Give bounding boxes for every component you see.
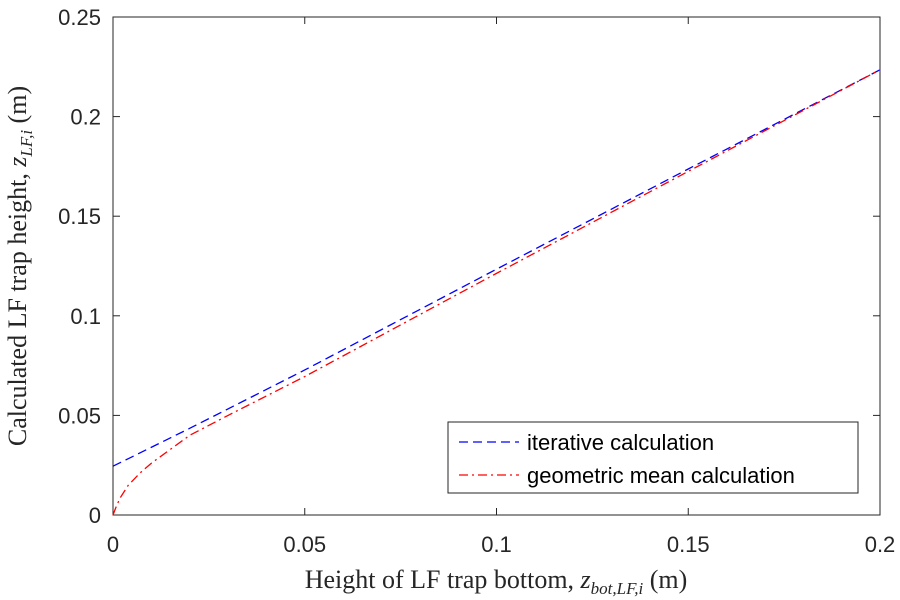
legend-label-iterative: iterative calculation xyxy=(527,430,714,455)
x-tick-label: 0.1 xyxy=(481,532,512,557)
x-axis-label-symbol: z xyxy=(580,565,591,594)
y-tick-label: 0 xyxy=(89,503,101,528)
y-axis-label: Calculated LF trap height, zLF,i (m) xyxy=(3,86,36,446)
y-axis-label-prefix: Calculated LF trap height, xyxy=(3,167,32,446)
x-axis-label-subscript: bot,LF,i xyxy=(591,579,644,598)
x-tick-label: 0.15 xyxy=(667,532,710,557)
y-tick-label: 0.1 xyxy=(70,304,101,329)
y-tick-label: 0.25 xyxy=(58,5,101,30)
legend: iterative calculation geometric mean cal… xyxy=(447,421,859,494)
x-axis-label-suffix: (m) xyxy=(643,565,687,594)
legend-label-geometric-mean: geometric mean calculation xyxy=(527,463,795,488)
x-axis-label-prefix: Height of LF trap bottom, xyxy=(305,565,581,594)
y-tick-label: 0.2 xyxy=(70,105,101,130)
legend-box xyxy=(447,421,859,494)
y-tick-label: 0.05 xyxy=(58,403,101,428)
x-tick-label: 0.2 xyxy=(865,532,896,557)
series-line-iterative xyxy=(112,69,881,467)
y-axis-label-subscript: LF,i xyxy=(17,130,36,158)
x-tick-label: 0 xyxy=(107,532,119,557)
y-axis-label-suffix: (m) xyxy=(3,86,32,130)
x-tick-label: 0.05 xyxy=(283,532,326,557)
y-ticks: 0 0.05 0.1 0.15 0.2 0.25 xyxy=(58,5,880,528)
series-line-geometric-mean xyxy=(112,69,881,516)
y-tick-label: 0.15 xyxy=(58,204,101,229)
x-ticks: 0 0.05 0.1 0.15 0.2 xyxy=(107,17,895,557)
x-axis-label: Height of LF trap bottom, zbot,LF,i (m) xyxy=(305,565,688,598)
y-axis-label-symbol: z xyxy=(3,157,32,168)
series-layer xyxy=(112,69,881,516)
